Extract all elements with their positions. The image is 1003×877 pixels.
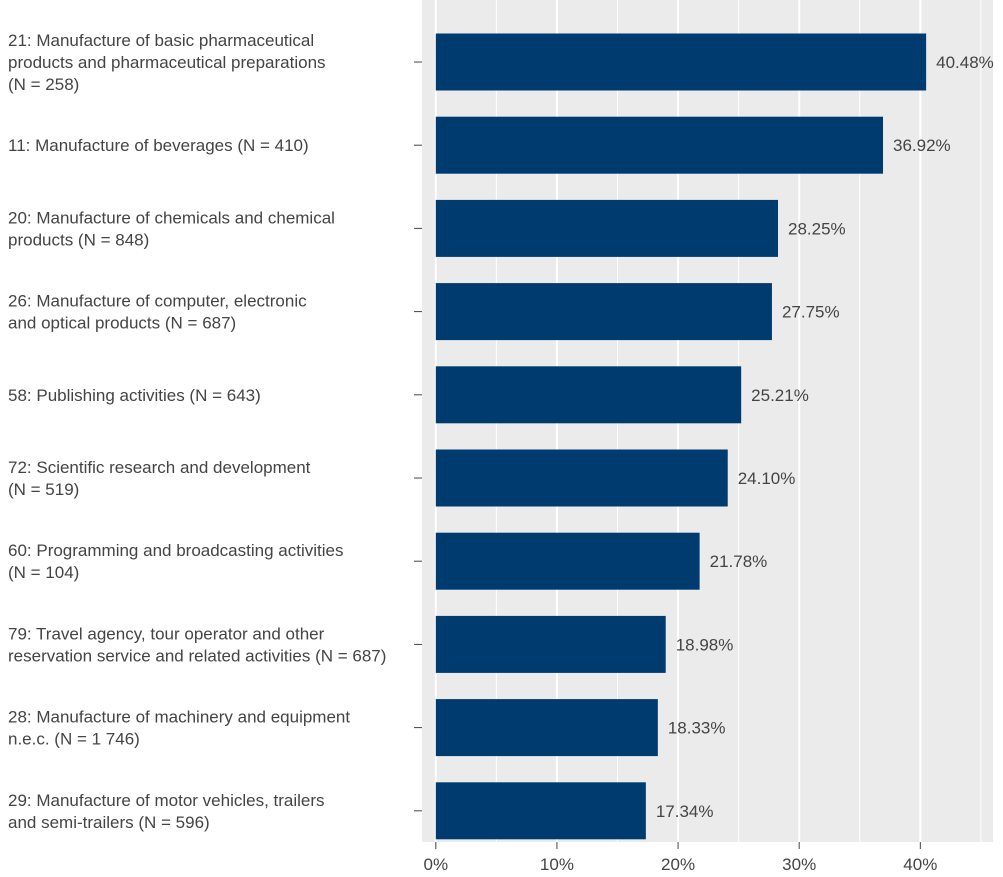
data-label: 21.78% bbox=[710, 552, 768, 571]
category-label-line: 28: Manufacture of machinery and equipme… bbox=[8, 708, 350, 727]
bar bbox=[435, 283, 772, 341]
category-label-line: products and pharmaceutical preparations bbox=[8, 53, 326, 72]
category-label: 58: Publishing activities (N = 643) bbox=[8, 386, 261, 405]
category-label-line: 58: Publishing activities (N = 643) bbox=[8, 386, 261, 405]
category-label-line: products (N = 848) bbox=[8, 230, 149, 249]
category-label-line: 20: Manufacture of chemicals and chemica… bbox=[8, 208, 335, 227]
data-label: 40.48% bbox=[936, 53, 994, 72]
category-label: 11: Manufacture of beverages (N = 410) bbox=[8, 136, 309, 155]
category-label-line: n.e.c. (N = 1 746) bbox=[8, 730, 140, 749]
category-label-line: 60: Programming and broadcasting activit… bbox=[8, 541, 343, 560]
bar bbox=[435, 33, 927, 91]
category-label-line: (N = 104) bbox=[8, 563, 79, 582]
x-tick-label: 0% bbox=[424, 855, 449, 874]
x-tick-label: 30% bbox=[782, 855, 816, 874]
category-label-line: (N = 519) bbox=[8, 480, 79, 499]
data-label: 28.25% bbox=[788, 219, 846, 238]
x-tick-label: 10% bbox=[540, 855, 574, 874]
category-label-line: (N = 258) bbox=[8, 75, 79, 94]
category-label: 60: Programming and broadcasting activit… bbox=[8, 541, 343, 582]
bars bbox=[435, 33, 927, 840]
category-label-line: 72: Scientific research and development bbox=[8, 458, 311, 477]
category-label: 79: Travel agency, tour operator and oth… bbox=[8, 624, 386, 665]
bar bbox=[435, 532, 700, 590]
category-label-line: 29: Manufacture of motor vehicles, trail… bbox=[8, 791, 325, 810]
category-label-line: 79: Travel agency, tour operator and oth… bbox=[8, 624, 325, 643]
data-label: 24.10% bbox=[738, 469, 796, 488]
data-label: 25.21% bbox=[751, 386, 809, 405]
bar bbox=[435, 615, 666, 673]
bar bbox=[435, 782, 646, 840]
data-label: 18.98% bbox=[676, 635, 734, 654]
x-axis-ticks bbox=[435, 842, 921, 849]
bar bbox=[435, 366, 742, 424]
data-label: 27.75% bbox=[782, 303, 840, 322]
category-label: 72: Scientific research and development (… bbox=[8, 458, 311, 499]
bar bbox=[435, 199, 778, 257]
category-label-line: reservation service and related activiti… bbox=[8, 646, 386, 665]
bar bbox=[435, 449, 728, 507]
category-label-line: and optical products (N = 687) bbox=[8, 314, 236, 333]
category-label: 29: Manufacture of motor vehicles, trail… bbox=[8, 791, 325, 832]
category-label: 21: Manufacture of basic pharmaceutical p… bbox=[8, 31, 326, 94]
category-label-line: 26: Manufacture of computer, electronic bbox=[8, 292, 307, 311]
y-axis-ticks bbox=[414, 61, 422, 812]
category-label-line: 21: Manufacture of basic pharmaceutical bbox=[8, 31, 314, 50]
category-label: 20: Manufacture of chemicals and chemica… bbox=[8, 208, 335, 249]
x-tick-label: 20% bbox=[661, 855, 695, 874]
y-axis-category-labels: 21: Manufacture of basic pharmaceutical p… bbox=[8, 31, 386, 832]
category-label-line: 11: Manufacture of beverages (N = 410) bbox=[8, 136, 309, 155]
category-label-line: and semi-trailers (N = 596) bbox=[8, 813, 210, 832]
bar bbox=[435, 699, 658, 757]
data-labels: 40.48% 36.92% 28.25% 27.75% 25.21% 24.10% 21.7… bbox=[656, 53, 994, 821]
x-tick-label: 40% bbox=[903, 855, 937, 874]
category-label: 26: Manufacture of computer, electronic a… bbox=[8, 292, 307, 333]
data-label: 36.92% bbox=[893, 136, 951, 155]
data-label: 18.33% bbox=[668, 719, 726, 738]
bar bbox=[435, 116, 884, 174]
data-label: 17.34% bbox=[656, 802, 714, 821]
x-axis-tick-labels: 0% 10% 20% 30% 40% bbox=[424, 855, 938, 874]
category-label: 28: Manufacture of machinery and equipme… bbox=[8, 708, 350, 749]
